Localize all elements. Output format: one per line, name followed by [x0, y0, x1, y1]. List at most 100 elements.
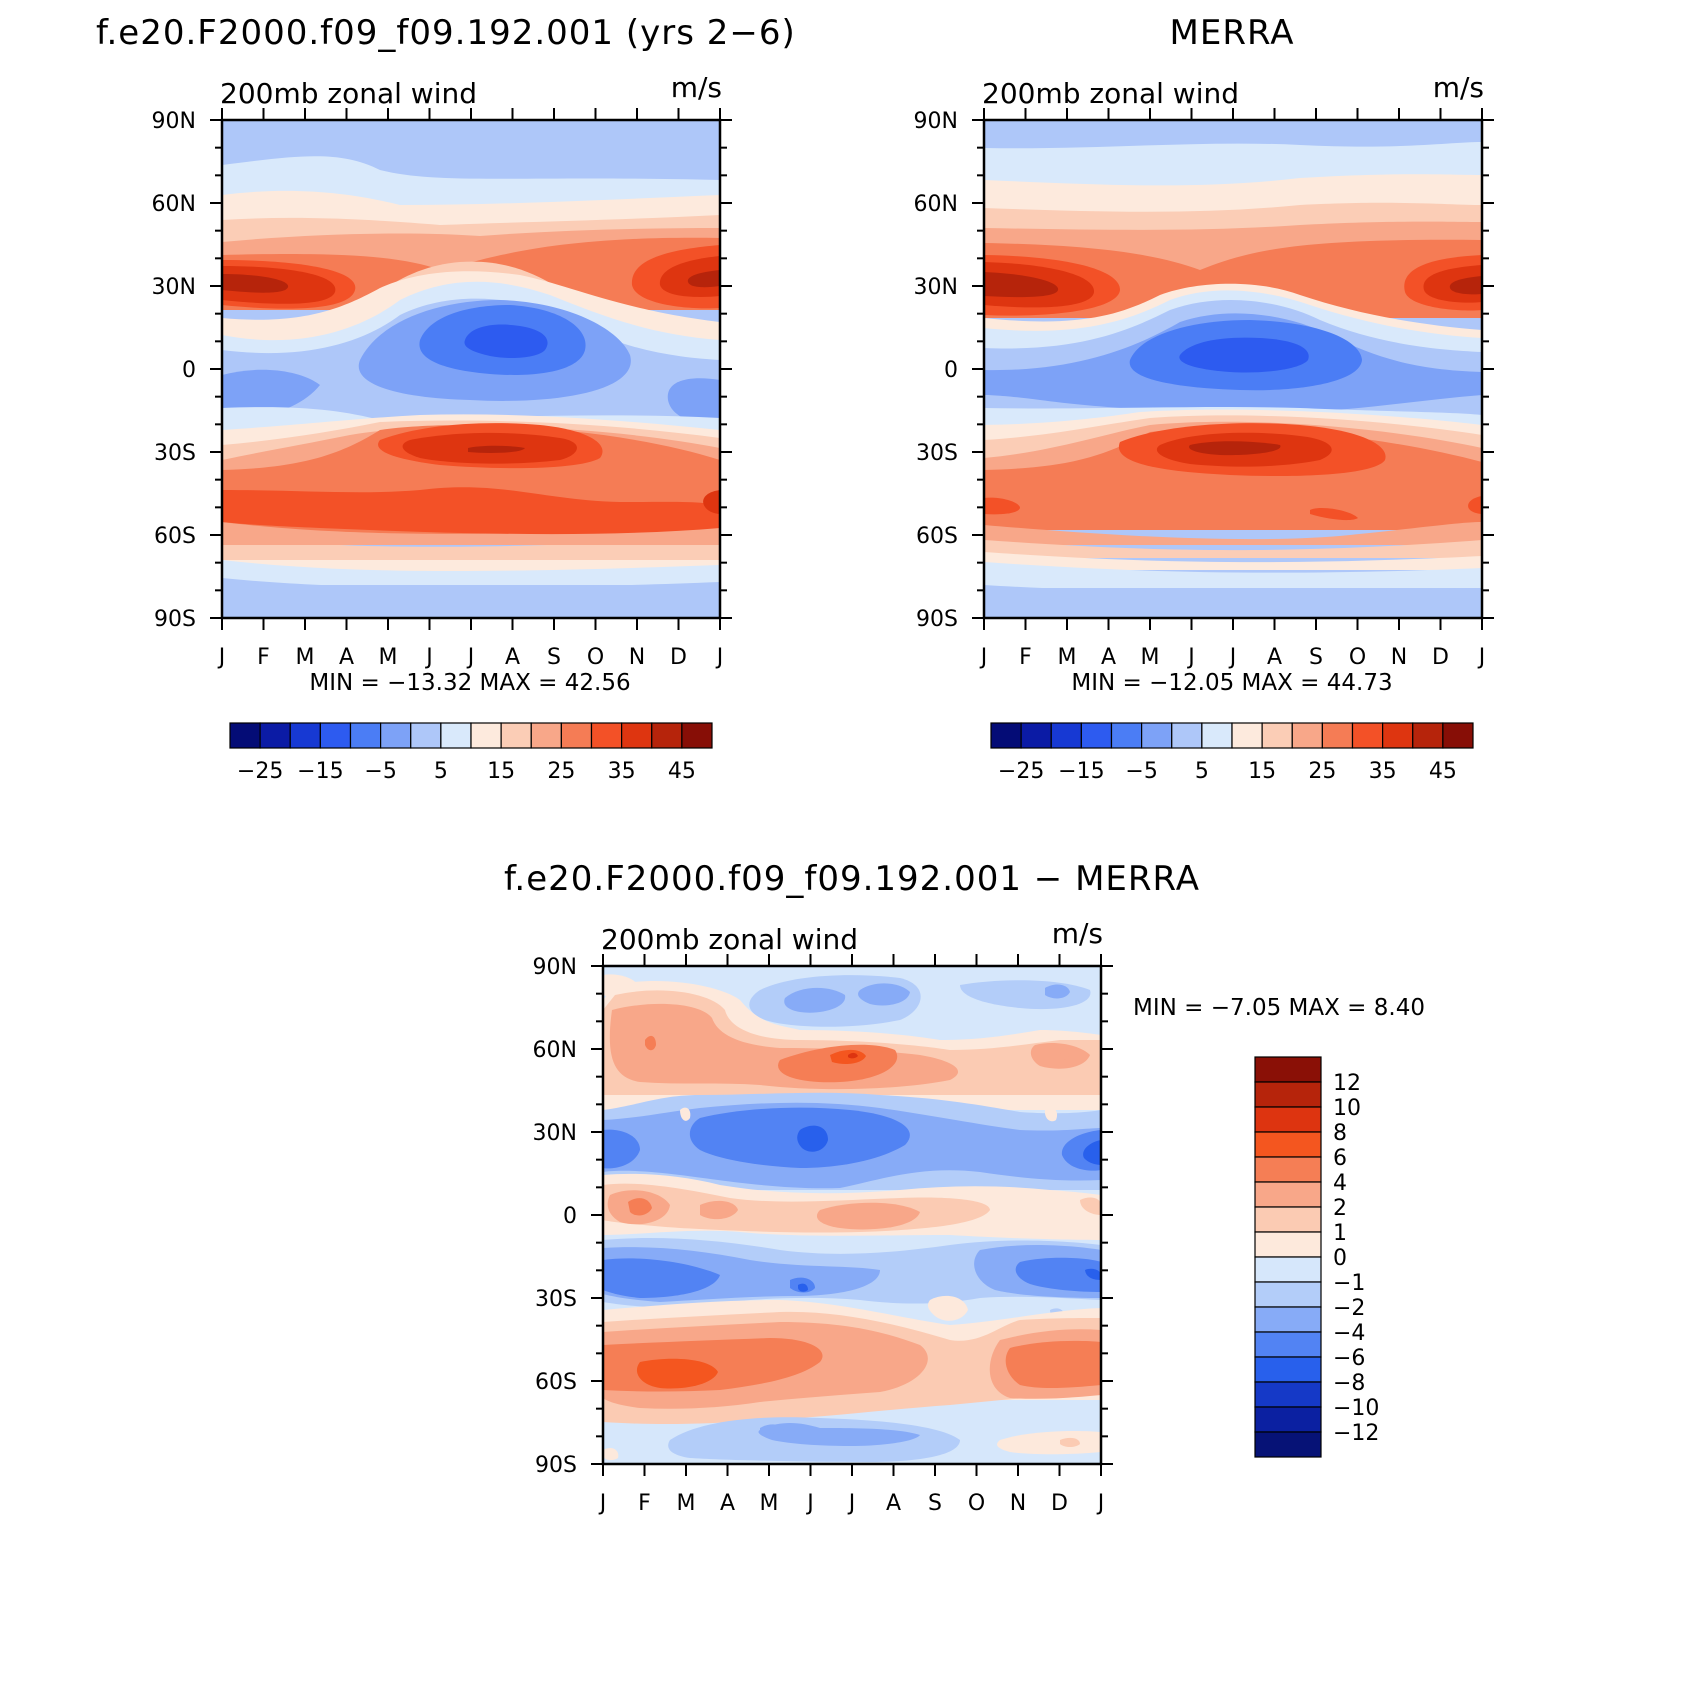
x-tick-label: F [638, 1491, 651, 1516]
colorbar-swatch [1254, 1356, 1322, 1383]
colorbar-tick-label: −2 [1333, 1296, 1365, 1321]
colorbar-swatch [1412, 722, 1444, 749]
y-tick-label: 30N [533, 1121, 577, 1146]
x-tick-label: J [1096, 1491, 1105, 1516]
colorbar-tick-label: 15 [1248, 759, 1276, 784]
panel-title: MERRA [1170, 13, 1295, 53]
y-tick-label: 0 [182, 358, 196, 383]
x-tick-label: J [1186, 645, 1195, 670]
x-tick-label: J [1228, 645, 1237, 670]
colorbar-swatch [1254, 1281, 1322, 1308]
colorbar-swatch [319, 722, 352, 749]
colorbar-tick-label: 5 [434, 759, 448, 784]
x-tick-label: J [1477, 645, 1486, 670]
panel-title: f.e20.F2000.f09_f09.192.001 (yrs 2−6) [96, 13, 796, 53]
colorbar-swatch [500, 722, 532, 749]
colorbar-swatch [681, 722, 713, 749]
colorbar: −25 −15 −5 5 15 25 35 45 [229, 722, 713, 784]
panel-merra: MERRA 200mb zonal wind m/s [914, 13, 1494, 784]
colorbar-tick-label: 1 [1333, 1221, 1347, 1246]
x-tick-label: D [1432, 645, 1449, 670]
colorbar-tick-label: 25 [1308, 759, 1336, 784]
colorbar-tick-label: −25 [237, 759, 283, 784]
colorbar-swatch [1254, 1431, 1322, 1458]
y-tick-label: 90S [154, 607, 196, 632]
y-axis-ticks: 90N 60N 30N 0 30S 60S 90S [152, 109, 732, 632]
colorbar-tick-label: 35 [1369, 759, 1397, 784]
colorbar-tick-label: −8 [1333, 1371, 1365, 1396]
colorbar-tick-label: −10 [1333, 1396, 1379, 1421]
colorbar-swatch [1254, 1306, 1322, 1333]
colorbar-swatch [1050, 722, 1082, 749]
units-label: m/s [1052, 917, 1103, 950]
y-tick-label: 30N [152, 275, 196, 300]
y-tick-label: 60S [916, 524, 958, 549]
colorbar-swatch [1351, 722, 1384, 749]
colorbar-tick-label: 10 [1333, 1096, 1361, 1121]
x-tick-label: J [424, 645, 433, 670]
x-tick-label: M [1058, 645, 1077, 670]
y-tick-label: 90S [535, 1453, 577, 1478]
colorbar: −25 −15 −5 5 15 25 35 45 [990, 722, 1474, 784]
x-tick-label: A [339, 645, 354, 670]
y-tick-label: 30S [154, 441, 196, 466]
x-tick-label: J [847, 1491, 856, 1516]
x-tick-label: O [968, 1491, 985, 1516]
colorbar-swatch [1254, 1181, 1322, 1208]
x-tick-label: J [805, 1491, 814, 1516]
colorbar-tick-label: −1 [1333, 1271, 1365, 1296]
x-tick-label: D [670, 645, 687, 670]
x-tick-label: M [1141, 645, 1160, 670]
colorbar-swatch [1321, 722, 1354, 749]
y-tick-label: 90N [914, 109, 958, 134]
y-tick-label: 90S [916, 607, 958, 632]
panel-title: f.e20.F2000.f09_f09.192.001 − MERRA [504, 859, 1200, 899]
y-tick-label: 60N [533, 1038, 577, 1063]
x-tick-label: A [505, 645, 520, 670]
colorbar-swatch [289, 722, 321, 749]
colorbar-swatch [1442, 722, 1474, 749]
colorbar-swatch [590, 722, 623, 749]
colorbar-tick-label: 45 [1429, 759, 1457, 784]
colorbar-tick-label: 4 [1333, 1171, 1347, 1196]
field-label: 200mb zonal wind [601, 923, 858, 956]
x-tick-label: M [296, 645, 315, 670]
x-tick-label: A [1101, 645, 1116, 670]
colorbar-tick-label: −25 [998, 759, 1044, 784]
field-label: 200mb zonal wind [982, 77, 1239, 110]
colorbar-swatch [990, 722, 1022, 749]
field-label: 200mb zonal wind [220, 77, 477, 110]
colorbar-tick-label: 2 [1333, 1196, 1347, 1221]
colorbar-swatch [1254, 1131, 1322, 1158]
colorbar-tick-label: 5 [1195, 759, 1209, 784]
colorbar-swatch [1254, 1406, 1322, 1433]
colorbar-swatch [1171, 722, 1203, 749]
colorbar-tick-label: 45 [668, 759, 696, 784]
colorbar-tick-label: −12 [1333, 1421, 1379, 1446]
x-tick-label: S [1309, 645, 1323, 670]
y-tick-label: 30N [914, 275, 958, 300]
x-tick-label: J [979, 645, 988, 670]
x-tick-label: S [547, 645, 561, 670]
units-label: m/s [671, 71, 722, 104]
x-tick-label: A [720, 1491, 735, 1516]
colorbar-tick-label: −15 [297, 759, 343, 784]
colorbar-swatch [1080, 722, 1113, 749]
x-tick-label: N [1010, 1491, 1026, 1516]
colorbar-swatch [1201, 722, 1233, 749]
y-tick-label: 60S [535, 1370, 577, 1395]
x-tick-label: F [257, 645, 270, 670]
colorbar-swatch [470, 722, 502, 749]
colorbar-swatch [1231, 722, 1263, 749]
colorbar-swatch [651, 722, 683, 749]
colorbar-tick-label: 35 [608, 759, 636, 784]
x-tick-label: O [587, 645, 604, 670]
colorbar-tick-label: 0 [1333, 1246, 1347, 1271]
colorbar-swatch [560, 722, 593, 749]
colorbar-swatch [1291, 722, 1323, 749]
colorbar-swatch [259, 722, 291, 749]
colorbar-swatch [1254, 1056, 1322, 1083]
